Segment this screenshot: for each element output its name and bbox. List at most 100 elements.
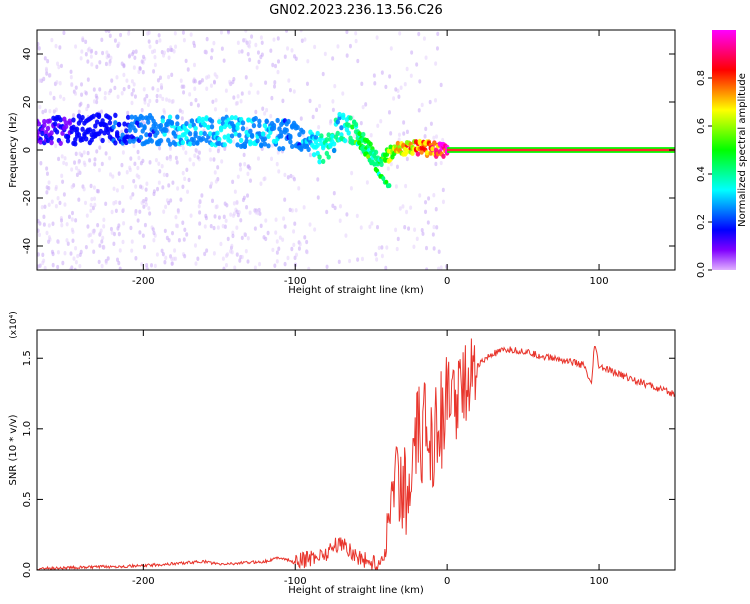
spectrogram-speckle [275,239,279,244]
spectrogram-cell [434,147,439,153]
spectrogram-speckle [193,243,197,248]
spectrogram-speckle [283,261,287,267]
spectrogram-speckle [385,245,389,250]
spectrogram-speckle [376,224,380,230]
spectrogram-speckle [64,161,68,167]
spectrogram-speckle [441,137,445,143]
spectrogram-cell [91,113,96,119]
spectrogram-cell [43,129,49,136]
spectrogram-speckle [96,189,100,194]
spectrogram-speckle [394,184,398,189]
spectrogram-cell [175,114,180,120]
spectrogram-speckle [336,44,340,49]
spectrogram-speckle [137,69,141,75]
spectrogram-speckle [235,252,239,257]
spectrogram-speckle [157,180,161,185]
spectrogram-speckle [264,236,268,242]
spectrogram-speckle [56,196,60,201]
spectrogram-cell [122,121,127,127]
spectrogram-speckle [258,211,262,216]
spectrogram-cell [326,154,331,160]
spectrogram-cell [315,142,320,148]
spectrogram-speckle [112,241,116,247]
spectrogram-speckle [110,209,114,215]
spectrogram-speckle [307,266,311,270]
spectrogram-speckle [167,98,171,103]
spectrogram-speckle [420,227,424,233]
spectrogram-speckle [140,107,144,113]
spectrogram-speckle [98,145,102,150]
spectrogram-cell [209,141,215,148]
spectrogram-speckle [253,226,257,231]
spectrogram-cell [96,113,102,120]
spectrogram-speckle [244,248,248,254]
spectrogram-speckle [90,48,94,54]
spectrogram-cell [257,122,262,129]
spectrogram-speckle [198,198,202,204]
spectrogram-speckle [427,196,431,201]
spectrogram-speckle [130,51,134,57]
spectrogram-speckle [74,91,78,96]
spectrogram-speckle [89,54,93,59]
spectrogram-speckle [74,85,78,90]
spectrogram-speckle [359,225,363,230]
y-tick-label: -20 [22,190,33,206]
spectrogram-speckle [130,239,134,244]
spectrogram-speckle [158,75,162,80]
spectrogram-speckle [439,265,443,270]
spectrogram-speckle [136,218,140,223]
spectrogram-speckle [283,172,287,178]
spectrogram-speckle [74,246,78,251]
spectrogram-cell [67,118,73,124]
spectrogram-speckle [297,246,301,251]
spectrogram-speckle [138,230,142,235]
spectrogram-cell [226,133,231,139]
spectrogram-speckle [262,176,266,182]
spectrogram-speckle [37,252,40,257]
spectrogram-speckle [337,259,341,265]
spectrogram-cell [379,161,384,167]
spectrogram-speckle [213,107,217,112]
spectrogram-speckle [181,146,185,151]
spectrogram-cell [138,122,144,128]
spectrogram-speckle [325,264,329,269]
spectrogram-speckle [203,224,207,229]
spectrogram-speckle [48,73,52,78]
spectrogram-cell [220,116,226,122]
spectrogram-cell [410,150,415,156]
spectrogram-cell [202,122,207,128]
spectrogram-speckle [317,125,321,130]
spectrogram-speckle [175,160,179,165]
spectrogram-speckle [160,164,164,169]
spectrogram-speckle [162,108,166,113]
spectrogram-speckle [89,208,93,214]
spectrogram-speckle [75,172,79,178]
x-tick-label: -100 [284,576,307,587]
spectrogram-speckle [205,248,209,253]
spectrogram-speckle [86,150,90,156]
spectrogram-speckle [140,59,144,64]
spectrogram-speckle [290,246,294,252]
spectrogram-speckle [244,75,248,80]
spectrogram-speckle [192,62,196,68]
spectrogram-speckle [133,55,137,61]
spectrogram-cell [235,125,240,131]
spectrogram-speckle [45,166,49,171]
spectrogram-speckle [74,44,78,49]
spectrogram-speckle [147,39,151,44]
spectrogram-speckle [258,261,262,267]
spectrogram-speckle [216,165,220,170]
spectrogram-speckle [305,81,309,86]
spectrogram-speckle [77,109,81,114]
spectrogram-cell [200,116,206,122]
spectrogram-speckle [235,209,239,214]
spectrogram-speckle [79,56,83,61]
spectrogram-speckle [354,31,358,36]
spectrogram-speckle [170,47,174,53]
spectrogram-speckle [247,90,251,95]
spectrogram-cell [197,115,202,122]
spectrogram-cell [275,117,280,124]
spectrogram-speckle [85,106,89,112]
y-tick-label: 1.5 [22,350,33,366]
spectrogram-cell [368,141,373,147]
